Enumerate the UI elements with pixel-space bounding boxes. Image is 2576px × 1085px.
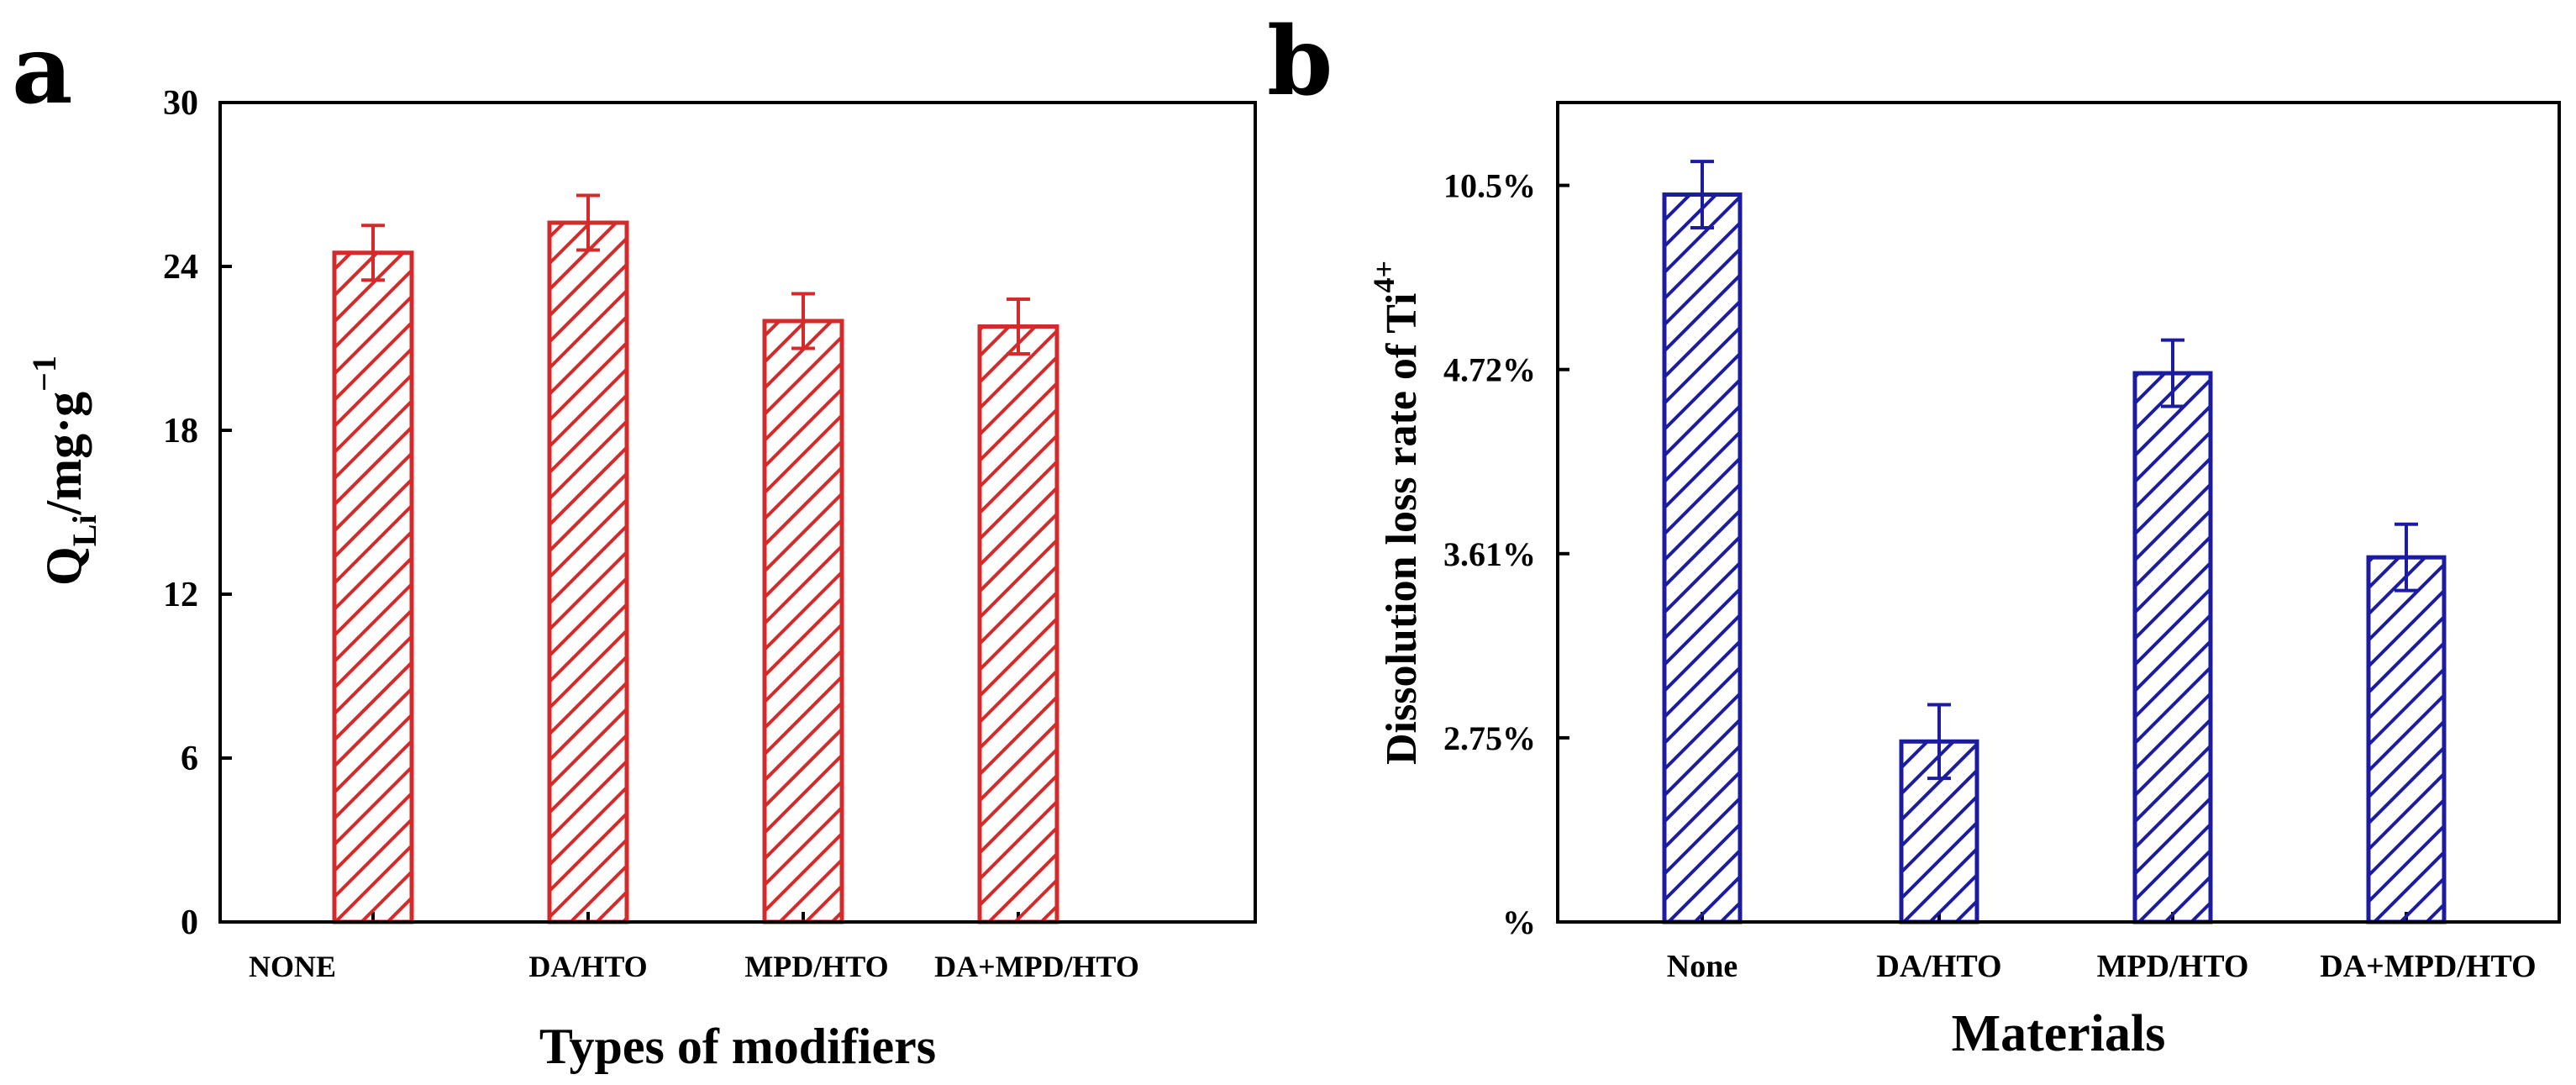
- panel-a-ytick-label: 12: [163, 576, 198, 614]
- panel-a-ylabel: QLi/mg·g−1: [25, 356, 103, 586]
- panel-a-bar: [332, 250, 414, 924]
- panel-a-letter: a: [12, 15, 73, 125]
- panel-a-bar: [762, 319, 844, 924]
- panel-a-ytick-label: 6: [181, 740, 198, 778]
- panel-b-ytick-label: %: [1502, 903, 1536, 941]
- panel-b-frame: [1556, 101, 2561, 924]
- panel-b-ytick-label: 3.61%: [1443, 535, 1536, 573]
- panel-b-ylabel: Dissolution loss rate of Ti4+: [1367, 261, 1426, 765]
- panel-b-xlabel: Materials: [1952, 1005, 2166, 1062]
- panel-b-category-label: DA+MPD/HTO: [2320, 949, 2536, 984]
- panel-a-plot: 0 6 12 18 24 30 NONE DA/HTO MPD/HTO DA+MPD/HTO: [163, 84, 1139, 983]
- panel-b-bar: [2366, 555, 2447, 924]
- panel-a-bar: [977, 324, 1059, 924]
- panel-a-category-label: NONE: [249, 950, 336, 983]
- panel-a-frame: [218, 101, 1257, 924]
- panel-a-ytick-label: 0: [181, 903, 198, 942]
- panel-b-bar: [2132, 371, 2213, 924]
- panel-b-ytick-label: 4.72%: [1443, 351, 1536, 389]
- panel-a-bar: [547, 220, 629, 924]
- panel-b-letter: b: [1267, 7, 1333, 117]
- panel-a-category-label: DA/HTO: [528, 950, 647, 983]
- panel-a-category-label: MPD/HTO: [744, 950, 888, 983]
- panel-b-category-label: None: [1667, 949, 1737, 984]
- panel-a-xlabel: Types of modifiers: [539, 1019, 936, 1074]
- panel-b-plot: % 2.75% 3.61% 4.72% 10.5% None DA/HTO MPD/HTO DA…: [1443, 160, 2537, 984]
- panel-b: b % 2.75% 3.61% 4.72% 10.5% None DA/HTO MPD/HTO…: [1267, 7, 2561, 1062]
- panel-b-ytick-label: 2.75%: [1443, 719, 1536, 757]
- panel-b-ytick-label: 10.5%: [1443, 167, 1536, 205]
- panel-b-category-label: DA/HTO: [1876, 949, 2001, 984]
- panel-a-category-label: DA+MPD/HTO: [934, 950, 1139, 983]
- panel-b-bar: [1662, 192, 1743, 924]
- panel-a-ytick-label: 24: [163, 248, 198, 287]
- panel-a-ytick-label: 18: [163, 412, 198, 450]
- panel-b-category-label: MPD/HTO: [2097, 949, 2249, 984]
- panel-a-ytick-label: 30: [163, 84, 198, 123]
